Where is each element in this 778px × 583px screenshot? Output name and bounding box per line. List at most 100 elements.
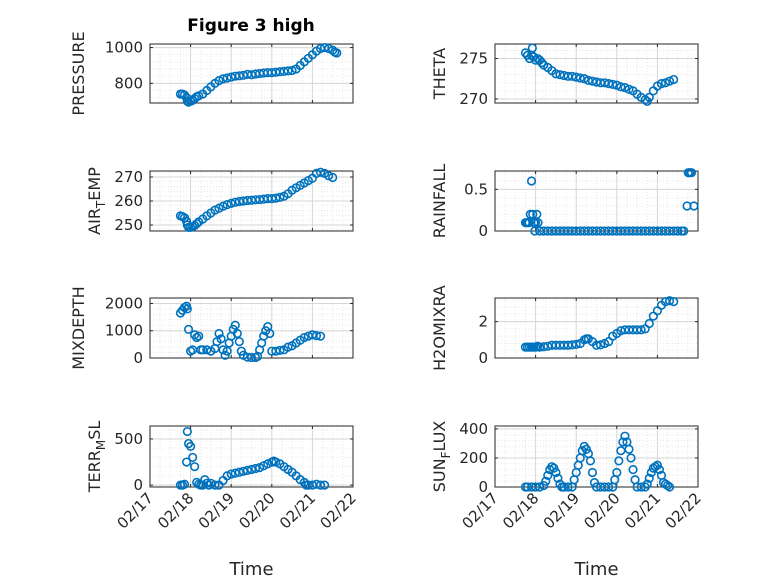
data-point (218, 345, 228, 355)
series-markers (520, 168, 699, 236)
data-point (543, 470, 553, 480)
data-point (183, 324, 194, 334)
figure-title: Figure 3 high (187, 16, 315, 36)
data-point (250, 463, 261, 474)
axes-box (149, 43, 354, 104)
data-point (664, 296, 675, 306)
y-tick-label: 0 (478, 478, 488, 496)
data-point (524, 218, 534, 228)
data-point (654, 464, 665, 475)
data-point (553, 473, 563, 483)
data-point (614, 456, 624, 466)
data-point (315, 331, 326, 341)
data-point (551, 69, 561, 79)
x-tick-label: 02/19 (195, 489, 238, 532)
data-point (581, 444, 591, 454)
axes-box (149, 425, 354, 488)
data-point (319, 42, 330, 53)
data-point (571, 72, 581, 82)
panel-rainfall: 0 0.5 RAINFALL (430, 164, 699, 240)
data-point (612, 467, 622, 478)
y-tick-label: 270 (459, 90, 488, 108)
data-point (271, 193, 281, 203)
data-point (299, 332, 309, 343)
data-point (311, 331, 322, 341)
data-point (287, 65, 297, 76)
panel-mixdepth: 0 1000 2000 MIXDEPTH (69, 286, 354, 370)
data-point (188, 452, 198, 463)
y-tick-label: 1000 (105, 39, 143, 57)
y-axis-label: TERRMSL (85, 421, 108, 494)
y-tick-label: 0 (478, 222, 488, 240)
data-point (669, 297, 679, 307)
data-point (246, 464, 257, 475)
data-point (591, 340, 602, 350)
data-point (689, 201, 699, 211)
y-tick-label: 400 (459, 420, 488, 438)
series-markers (520, 296, 679, 352)
x-tick-label: 02/21 (621, 489, 664, 532)
data-point (216, 334, 226, 344)
axes-box (494, 297, 699, 359)
y-tick-label: 2 (478, 313, 488, 331)
y-tick-label: 0 (478, 349, 488, 367)
data-point (218, 74, 228, 84)
data-point (533, 218, 543, 228)
x-tick-label: 02/22 (317, 489, 360, 532)
y-tick-label: 2000 (105, 294, 143, 312)
series-markers (175, 167, 338, 232)
data-point (265, 328, 275, 339)
data-point (275, 345, 285, 355)
x-tick-label: 02/17 (114, 489, 157, 532)
data-point (551, 467, 561, 478)
data-point (192, 332, 202, 343)
data-point (618, 437, 628, 447)
y-tick-label: 0 (133, 349, 143, 367)
data-point (555, 70, 565, 80)
data-point (549, 463, 559, 473)
data-point (328, 172, 338, 183)
data-point (181, 457, 192, 467)
data-point (283, 66, 293, 76)
x-tick-label: 02/20 (235, 489, 278, 532)
data-point (210, 480, 220, 490)
data-point (644, 318, 654, 329)
series-markers (520, 431, 675, 492)
data-point (283, 342, 293, 352)
x-tick-label: 02/20 (580, 489, 623, 532)
data-point (563, 482, 573, 492)
data-point (202, 478, 212, 488)
data-point (532, 209, 542, 219)
panel-sun_flux: 0200400SUNFLUX02/1702/1802/1902/2002/210… (430, 420, 705, 580)
series-markers (520, 43, 679, 106)
y-axis-label: AIRTEMP (85, 167, 108, 235)
data-point (679, 226, 689, 236)
data-point (181, 216, 192, 226)
y-axis-label: MIXDEPTH (69, 286, 88, 369)
y-tick-label: 270 (114, 168, 143, 186)
x-tick-label: 02/18 (499, 489, 542, 532)
y-axis-label: PRESSURE (69, 31, 88, 115)
y-tick-label: 0.5 (464, 180, 488, 198)
data-point (530, 226, 540, 236)
y-axis-label: THETA (430, 48, 449, 100)
y-tick-label: 275 (459, 50, 488, 68)
x-axis-label: Time (573, 559, 618, 580)
data-point (204, 480, 214, 490)
data-point (528, 209, 538, 219)
x-axis-label: Time (228, 559, 273, 580)
data-point (192, 219, 202, 229)
data-point (642, 479, 652, 489)
data-point (589, 478, 600, 488)
data-point (526, 176, 537, 186)
data-point (612, 80, 622, 90)
data-point (664, 482, 675, 492)
y-tick-label: 0 (133, 476, 143, 494)
data-point (628, 464, 638, 475)
series-markers (175, 426, 330, 490)
data-point (186, 346, 196, 356)
data-point (222, 200, 232, 210)
data-point (656, 79, 667, 89)
panel-terr_msl: 0 500 TERRMSL 02/1702/1802/1902/2002/2102/2… (85, 421, 360, 580)
